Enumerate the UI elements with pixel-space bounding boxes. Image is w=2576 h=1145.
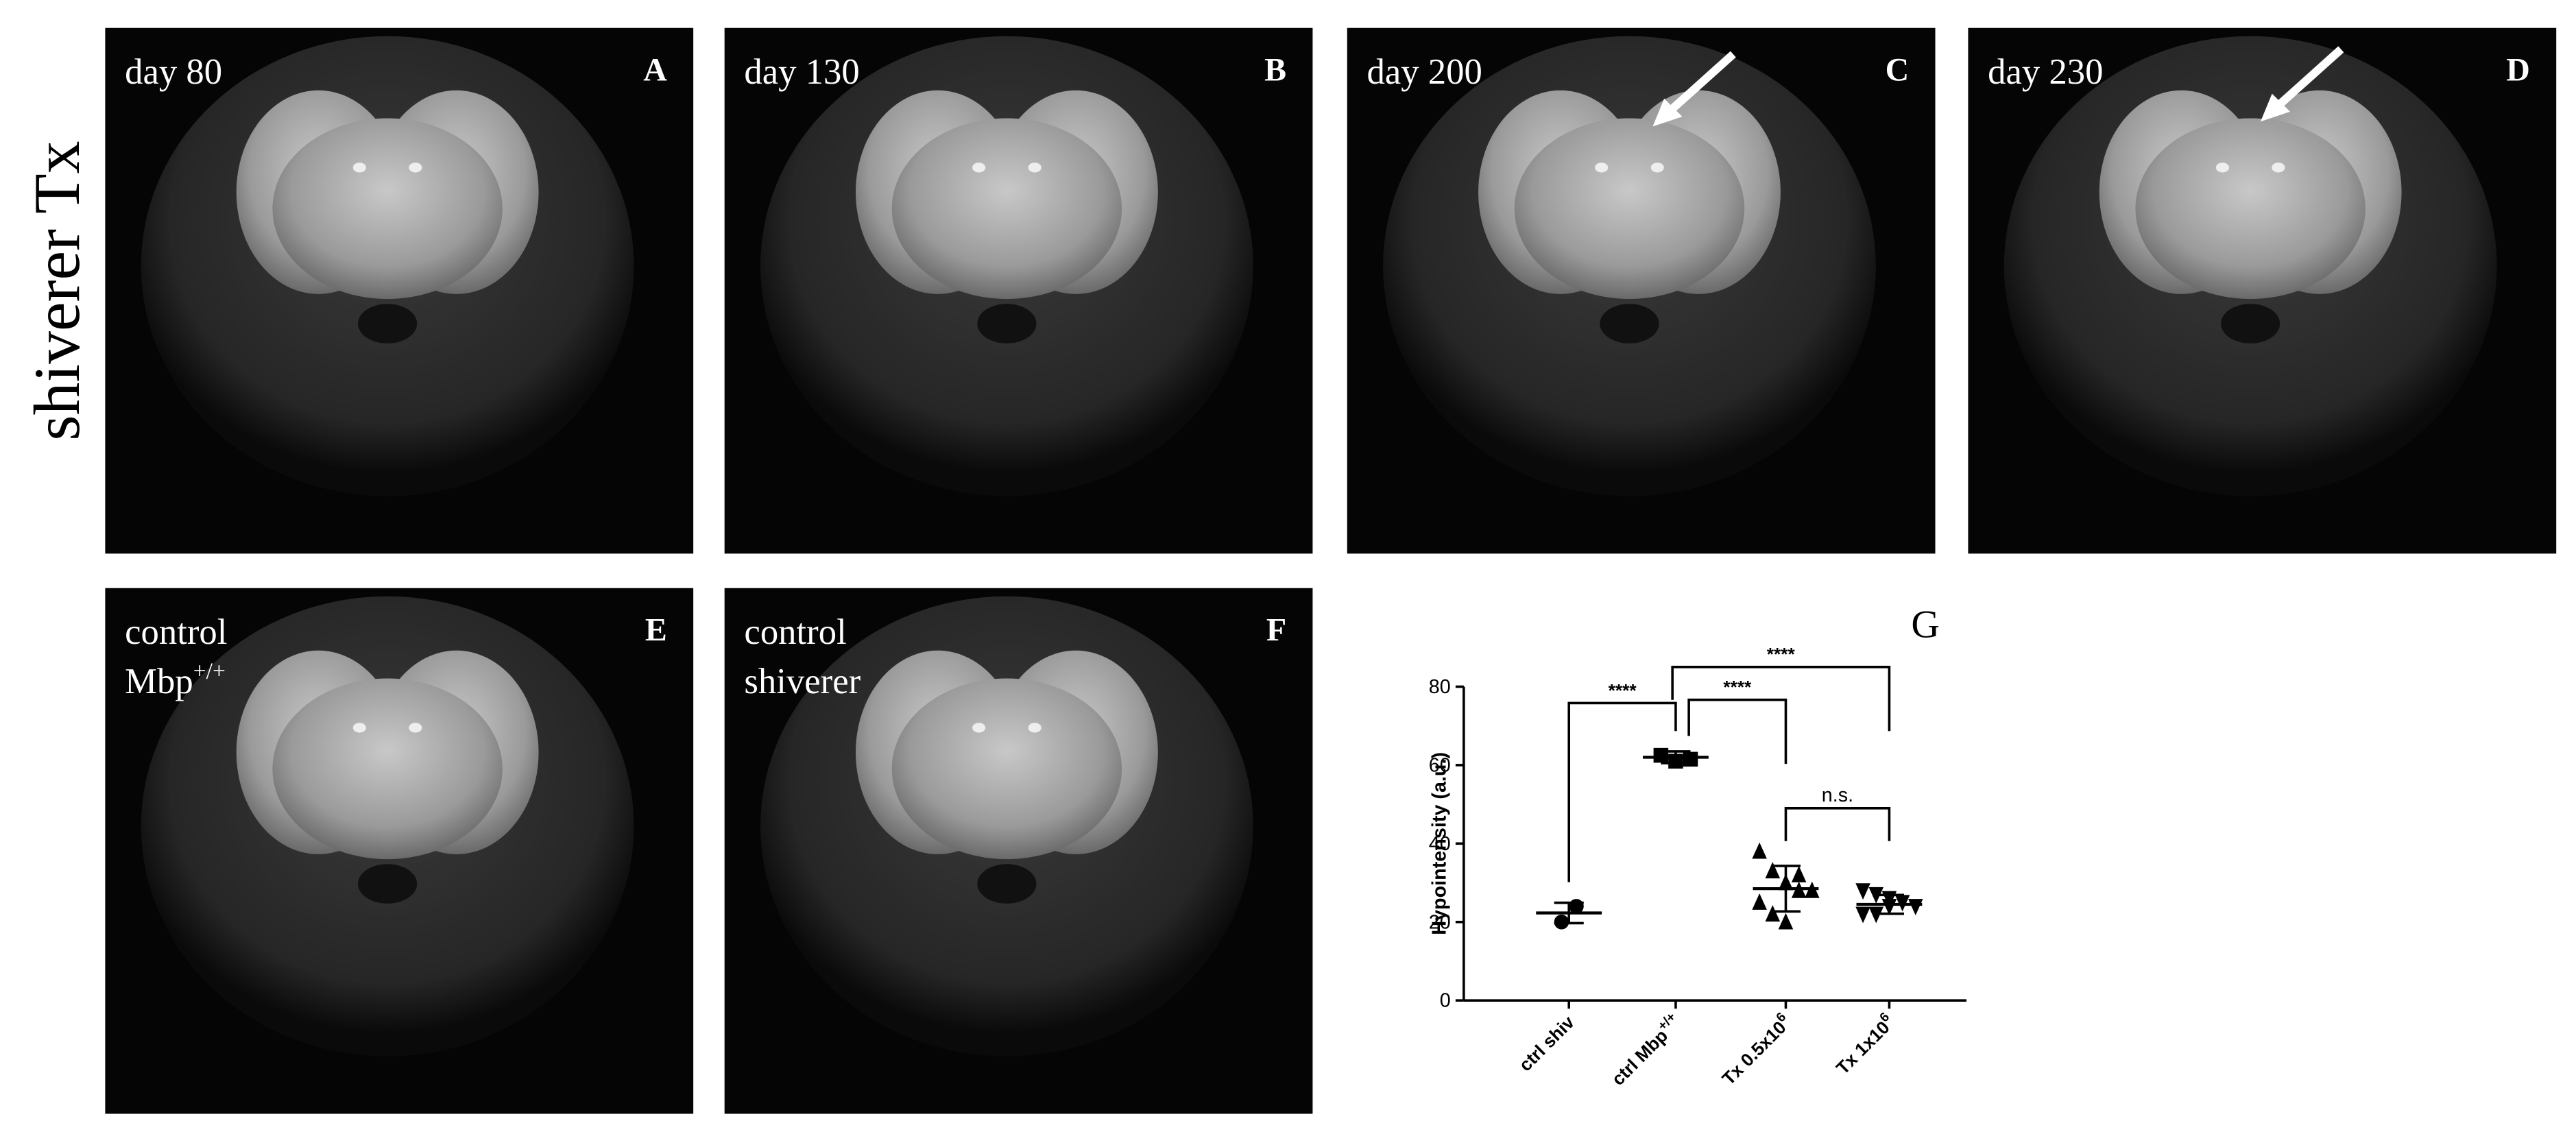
- arrows: [1652, 46, 2344, 127]
- significance-bracket: [1687, 698, 1787, 764]
- panel-label-text: day 80: [125, 52, 222, 92]
- significance-bracket: [1784, 807, 1891, 841]
- y-tick-label: 80: [1429, 676, 1451, 698]
- brain: [891, 118, 1122, 300]
- significance-bracket: [1567, 701, 1677, 882]
- y-tick-label: 40: [1429, 833, 1451, 855]
- ventricle: [972, 162, 986, 173]
- panel-letter: E: [645, 612, 667, 648]
- panel-label: Mbp+/+: [125, 659, 226, 702]
- brainstem: [977, 864, 1037, 904]
- panel-label: day 80: [125, 52, 222, 92]
- data-point: [1765, 862, 1781, 879]
- mri-panel: control Mbp+/+ E: [105, 588, 694, 1114]
- ventricle: [352, 723, 366, 733]
- ventricle: [409, 723, 422, 733]
- arrow: [1666, 51, 1736, 115]
- row-label: shiverer Tx: [21, 141, 93, 440]
- panel-image: [141, 36, 634, 496]
- ventricle: [1595, 162, 1609, 173]
- mri-panel: day 130 B: [724, 27, 1313, 554]
- arrow-head: [2260, 93, 2291, 122]
- panel-letter: A: [643, 51, 667, 88]
- significance-label: n.s.: [1822, 784, 1853, 806]
- ventricle: [409, 162, 422, 173]
- panel-label-text: day 230: [1988, 52, 2103, 92]
- panel-label: day 200: [1367, 52, 1482, 92]
- data-point: [1653, 747, 1669, 763]
- panel-label-text: Mbp: [125, 662, 193, 701]
- panel-label: shiverer: [744, 662, 860, 701]
- panel-label-sup: +/+: [193, 659, 226, 684]
- panel-image: [760, 596, 1253, 1057]
- data-point: [1683, 751, 1698, 767]
- brain: [2135, 118, 2366, 300]
- y-tick-label: 20: [1429, 911, 1451, 933]
- panel-label-text: control: [125, 612, 227, 652]
- significance-bracket: [1671, 665, 1891, 732]
- arrow: [2274, 46, 2344, 110]
- significance-label: ****: [1723, 677, 1752, 697]
- mri-panel: day 200 C: [1347, 27, 1936, 554]
- panel-label: day 230: [1988, 52, 2103, 92]
- ventricle: [1028, 723, 1042, 733]
- ventricle: [2272, 162, 2285, 173]
- ventricle: [972, 723, 986, 733]
- significance-label: ****: [1609, 680, 1637, 701]
- brain: [1514, 118, 1745, 300]
- brainstem: [357, 864, 418, 904]
- arrow-head: [1652, 98, 1683, 127]
- data-point: [1855, 906, 1870, 924]
- panel-letter: C: [1886, 51, 1910, 88]
- brain: [891, 678, 1122, 860]
- panel-label-text: shiverer: [744, 662, 860, 701]
- brain: [272, 118, 503, 300]
- data-point: [1765, 905, 1781, 922]
- mri-panel: control shiverer F: [724, 588, 1313, 1114]
- data-point: [1752, 842, 1767, 859]
- mri-panel: day 230 D: [1968, 27, 2557, 554]
- panel-label-text: day 130: [744, 52, 859, 92]
- ventricle: [2215, 162, 2230, 173]
- brainstem: [1600, 304, 1659, 344]
- ventricle: [1028, 162, 1042, 173]
- panel-label: control: [744, 612, 846, 652]
- data-point: [1791, 865, 1807, 882]
- mri-panel: day 80 A: [105, 27, 694, 554]
- data-point: [1752, 893, 1767, 910]
- panel-letter: D: [2506, 51, 2530, 88]
- y-tick-label: 0: [1440, 990, 1451, 1012]
- significance-label: ****: [1767, 644, 1796, 664]
- data-point: [1569, 899, 1584, 914]
- panel-image: [1383, 36, 1876, 496]
- panel-label-text: control: [744, 612, 846, 652]
- brain: [272, 678, 503, 860]
- ventricle: [352, 162, 366, 173]
- panel-label: control: [125, 612, 227, 652]
- data-point: [1855, 883, 1870, 900]
- y-tick-label: 60: [1429, 755, 1451, 777]
- panel-image: [2003, 36, 2497, 496]
- brainstem: [977, 304, 1037, 344]
- panel-label: day 130: [744, 52, 859, 92]
- panel-letter: B: [1264, 51, 1286, 88]
- panel-letter: F: [1266, 612, 1286, 648]
- panel-image: [141, 596, 634, 1057]
- brainstem: [357, 304, 418, 344]
- panel-letter: G: [1911, 603, 1940, 647]
- ventricle: [1650, 162, 1664, 173]
- y-axis-label: Hypointensity (a.u.): [1429, 752, 1451, 935]
- data-point: [1778, 913, 1794, 930]
- brainstem: [2221, 304, 2280, 344]
- panel-image: [760, 36, 1253, 496]
- panel-label-text: day 200: [1367, 52, 1482, 92]
